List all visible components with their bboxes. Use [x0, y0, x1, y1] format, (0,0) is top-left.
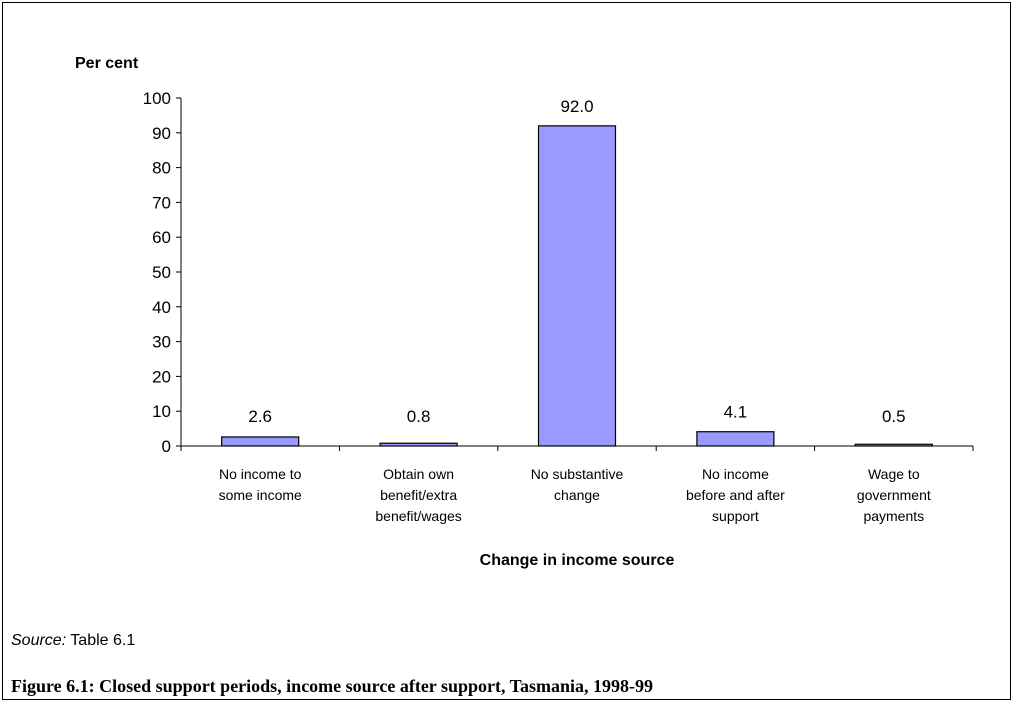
- x-tick-label: No substantive: [531, 466, 624, 482]
- x-tick-label: support: [712, 508, 759, 524]
- y-tick-label: 20: [152, 367, 171, 386]
- x-tick-label: No income: [702, 466, 769, 482]
- source-text: Table 6.1: [66, 632, 136, 649]
- x-tick-label: benefit/extra: [380, 487, 457, 503]
- y-tick-label: 50: [152, 263, 171, 282]
- x-tick-label: payments: [863, 508, 924, 524]
- data-label: 0.8: [407, 407, 431, 426]
- figure-caption: Figure 6.1: Closed support periods, inco…: [11, 676, 654, 696]
- bar: [696, 431, 775, 447]
- source-note: Source: Table 6.1: [11, 632, 135, 650]
- y-tick-label: 40: [152, 298, 171, 317]
- x-tick-label: Obtain own: [383, 466, 454, 482]
- y-tick-label: 80: [152, 159, 171, 178]
- data-label: 0.5: [882, 407, 906, 426]
- y-tick-label: 70: [152, 193, 171, 212]
- bar-chart: Per cent 0 10 20 30 40 50 60 70 80 90 100 2.6 No inco…: [75, 55, 974, 569]
- x-tick-label: benefit/wages: [375, 508, 461, 524]
- y-axis-label: Per cent: [75, 55, 139, 72]
- bar: [221, 436, 300, 447]
- x-tick-label: change: [554, 487, 600, 503]
- x-tick-label: before and after: [686, 487, 785, 503]
- x-tick-label: No income to: [219, 466, 302, 482]
- bar: [854, 443, 933, 447]
- bar: [379, 442, 458, 447]
- source-label: Source:: [11, 632, 67, 649]
- data-label: 4.1: [724, 403, 748, 422]
- x-tick-label: some income: [219, 487, 302, 503]
- bar: [537, 125, 617, 447]
- data-label: 2.6: [248, 407, 272, 426]
- y-tick-label: 30: [152, 333, 171, 352]
- y-tick-label: 100: [143, 89, 171, 108]
- y-tick-label: 0: [162, 437, 171, 456]
- x-tick-label: government: [857, 487, 931, 503]
- x-tick-label: Wage to: [868, 466, 920, 482]
- x-axis-label: Change in income source: [480, 552, 675, 569]
- y-tick-label: 10: [152, 402, 171, 421]
- y-tick-label: 90: [152, 124, 171, 143]
- y-tick-label: 60: [152, 228, 171, 247]
- data-label: 92.0: [560, 97, 593, 116]
